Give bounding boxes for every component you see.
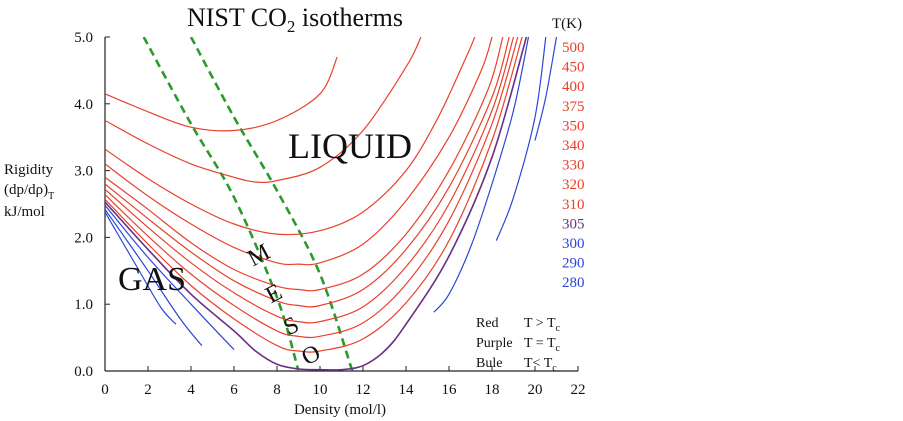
note-red-cond-main: T > T — [524, 316, 556, 331]
gas-label: GAS — [118, 261, 186, 298]
x-tick-label: 16 — [442, 382, 458, 398]
isotherm-350k-line — [105, 37, 504, 292]
meso-letter-s: S — [280, 312, 304, 341]
note-red-label: Red — [476, 316, 499, 331]
x-axis-label: Density (mol/l) — [294, 402, 386, 418]
y-tick-label: 3.0 — [74, 164, 93, 180]
y-tick-label: 4.0 — [74, 97, 93, 113]
isotherm-305k-line — [105, 37, 528, 371]
note-bule-label: Bule — [476, 356, 502, 371]
isotherm-310k-line — [105, 37, 523, 353]
isotherm-280k-line — [105, 211, 177, 325]
note-purple-sub: c — [556, 343, 561, 354]
liquid-label: LIQUID — [288, 126, 412, 166]
x-tick-label: 18 — [485, 382, 500, 398]
legend-item-350: 350 — [562, 118, 585, 134]
x-tick-label: 10 — [313, 382, 328, 398]
meso-letter-o: O — [298, 340, 326, 371]
legend-item-375: 375 — [562, 99, 585, 115]
legend-item-280: 280 — [562, 275, 585, 291]
isotherm-290k-line — [495, 37, 547, 241]
y-axis-label-sub: T — [48, 191, 54, 202]
region-labels: GAS LIQUID M E S O — [118, 126, 412, 371]
isotherm-290k-line — [105, 208, 203, 346]
x-tick-label: 4 — [187, 382, 195, 398]
isotherm-280k-line — [534, 37, 558, 141]
x-tick-label: 0 — [101, 382, 109, 398]
legend-item-300: 300 — [562, 236, 585, 252]
legend-item-400: 400 — [562, 79, 585, 95]
y-axis-label: Rigidity (dp/dρ)T kJ/mol — [4, 162, 54, 220]
note-bule-cond: T< Tc — [524, 356, 557, 374]
y-tick-label: 5.0 — [74, 30, 93, 46]
x-tick-label: 12 — [356, 382, 371, 398]
color-note: Red T > Tc Purple T = Tc Bule T< Tc — [476, 316, 561, 374]
x-tick-label: 8 — [273, 382, 281, 398]
isotherm-400k-line — [105, 37, 476, 236]
y-axis-label-line-1: Rigidity — [4, 162, 54, 178]
isotherm-500k-line — [105, 56, 338, 132]
legend-item-290: 290 — [562, 256, 585, 272]
legend-item-320: 320 — [562, 177, 585, 193]
note-purple-cond-main: T = T — [524, 336, 556, 351]
note-purple-label: Purple — [476, 336, 513, 351]
isotherm-curves — [105, 37, 558, 371]
y-tick-label: 0.0 — [74, 364, 93, 380]
x-tick-label: 2 — [144, 382, 152, 398]
note-bule-cond-main: T< T — [524, 356, 553, 371]
isotherm-340k-line — [105, 37, 510, 308]
note-red-sub: c — [556, 323, 561, 334]
isotherm-450k-line — [105, 37, 422, 184]
meso-letter-m: M — [244, 239, 275, 272]
legend-item-450: 450 — [562, 60, 585, 76]
y-tick-label: 2.0 — [74, 230, 93, 246]
x-tick-label: 14 — [399, 382, 415, 398]
legend-item-500: 500 — [562, 40, 585, 56]
phase-boundary-line — [189, 37, 354, 371]
legend-item-330: 330 — [562, 158, 585, 174]
y-axis-label-line-2-main: (dp/dρ) — [4, 182, 48, 198]
isotherm-320k-line — [105, 37, 519, 339]
x-tick-label: 6 — [230, 382, 238, 398]
legend-item-340: 340 — [562, 138, 585, 154]
isotherm-330k-line — [105, 37, 515, 324]
legend-item-305: 305 — [562, 216, 585, 232]
isotherm-375k-line — [105, 37, 493, 266]
phase-boundaries — [142, 37, 354, 371]
legend-title: T(K) — [552, 16, 582, 32]
chart-title: NIST CO2 isotherms — [187, 3, 403, 36]
isotherm-300k-line — [105, 204, 235, 351]
note-purple-cond: T = Tc — [524, 336, 561, 354]
y-axis-label-line-2: (dp/dρ)T — [4, 182, 54, 202]
note-bule-sub: c — [552, 363, 557, 374]
x-tick-label: 20 — [528, 382, 543, 398]
phase-boundary-line — [142, 37, 300, 371]
axes: 0 2 4 6 8 10 12 14 16 18 20 22 0.0 1.0 2.0 3.0 4.0 5.0 — [74, 30, 585, 398]
legend: 500 450 400 375 350 340 330 320 310 305 300 290 280 — [562, 40, 585, 291]
legend-item-310: 310 — [562, 197, 585, 213]
note-red-cond: T > Tc — [524, 316, 561, 334]
chart-title-main: NIST CO — [187, 3, 287, 32]
isotherm-300k-line — [433, 37, 530, 313]
y-tick-label: 1.0 — [74, 297, 93, 313]
y-axis-label-line-3: kJ/mol — [4, 204, 45, 220]
chart-title-suffix: isotherms — [295, 3, 403, 32]
meso-letter-e: E — [262, 279, 287, 309]
x-tick-label: 22 — [571, 382, 586, 398]
chart-title-sub: 2 — [287, 17, 296, 36]
